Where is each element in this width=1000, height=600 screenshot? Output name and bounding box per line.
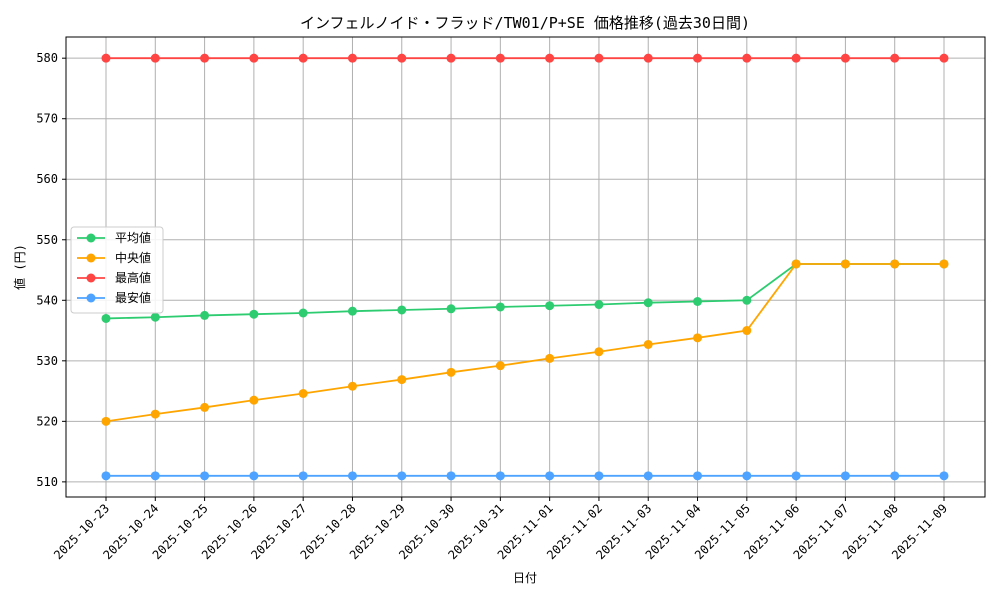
legend-swatch-marker: [86, 293, 96, 303]
data-point: [347, 381, 357, 391]
data-point: [397, 53, 407, 63]
data-point: [347, 471, 357, 481]
data-point: [693, 333, 703, 343]
data-point: [101, 416, 111, 426]
data-point: [742, 471, 752, 481]
data-point: [249, 395, 259, 405]
legend-label: 最高値: [115, 270, 151, 285]
data-point: [397, 375, 407, 385]
data-point: [495, 361, 505, 371]
data-point: [545, 53, 555, 63]
data-point: [791, 259, 801, 269]
data-point: [742, 53, 752, 63]
data-point: [347, 306, 357, 316]
series-line: [105, 263, 944, 423]
data-point: [101, 471, 111, 481]
data-point: [693, 471, 703, 481]
data-point: [742, 295, 752, 305]
legend-label: 中央値: [115, 250, 151, 265]
plot-frame: [65, 36, 986, 498]
data-point: [446, 367, 456, 377]
data-point: [840, 259, 850, 269]
data-point: [298, 389, 308, 398]
y-ticks: 510 520 530 540 550 560 570 580: [36, 51, 66, 489]
data-point: [249, 53, 259, 63]
y-tick-label: 520: [36, 414, 58, 428]
data-point: [545, 471, 555, 481]
legend-box: [70, 226, 164, 314]
data-point: [298, 308, 308, 318]
data-point: [200, 53, 210, 63]
data-point: [594, 471, 604, 481]
legend-label: 平均値: [115, 230, 151, 245]
data-point: [249, 309, 259, 319]
data-point: [840, 53, 850, 63]
data-point: [890, 259, 900, 269]
data-point: [101, 53, 111, 63]
legend-swatch-marker: [86, 233, 96, 243]
data-point: [693, 297, 703, 306]
data-point: [643, 53, 653, 63]
data-point: [495, 53, 505, 63]
series-2: [101, 53, 949, 63]
data-point: [150, 409, 160, 419]
data-point: [446, 53, 456, 63]
data-point: [495, 302, 505, 312]
data-point: [939, 53, 949, 63]
data-point: [939, 259, 949, 269]
data-point: [840, 471, 850, 481]
data-point: [890, 53, 900, 63]
y-tick-label: 530: [36, 354, 58, 368]
data-point: [200, 471, 210, 481]
data-point: [298, 471, 308, 481]
data-point: [939, 471, 949, 481]
series-layer: [101, 53, 949, 481]
y-tick-label: 570: [36, 112, 58, 126]
y-tick-label: 510: [36, 475, 58, 489]
x-axis-label: 日付: [513, 571, 537, 585]
y-tick-label: 550: [36, 233, 58, 247]
y-tick-label: 580: [36, 51, 58, 65]
data-point: [101, 313, 111, 323]
data-point: [200, 402, 210, 412]
data-point: [643, 298, 653, 308]
data-point: [594, 53, 604, 63]
data-point: [249, 471, 259, 481]
legend-swatch-marker: [86, 253, 96, 263]
chart-title: インフェルノイド・フラッド/TW01/P+SE 価格推移(過去30日間): [300, 14, 750, 32]
data-point: [594, 300, 604, 310]
legend-swatch-marker: [86, 273, 96, 283]
data-point: [446, 304, 456, 314]
data-point: [890, 471, 900, 481]
data-point: [200, 310, 210, 320]
data-point: [594, 347, 604, 357]
data-point: [791, 471, 801, 481]
data-point: [545, 353, 555, 363]
series-3: [101, 471, 949, 481]
data-point: [150, 471, 160, 481]
data-point: [150, 312, 160, 322]
data-point: [446, 471, 456, 481]
y-tick-label: 540: [36, 293, 58, 307]
data-point: [347, 53, 357, 63]
data-point: [150, 53, 160, 63]
data-point: [397, 471, 407, 481]
y-tick-label: 560: [36, 172, 58, 186]
data-point: [298, 53, 308, 63]
y-axis-label: 値 (円): [12, 244, 27, 290]
data-point: [545, 301, 555, 311]
data-point: [693, 53, 703, 63]
legend-label: 最安値: [115, 290, 151, 305]
series-1: [101, 259, 949, 426]
data-point: [397, 305, 407, 315]
data-point: [742, 326, 752, 336]
data-point: [791, 53, 801, 63]
data-point: [643, 339, 653, 349]
data-point: [495, 471, 505, 481]
data-point: [643, 471, 653, 481]
